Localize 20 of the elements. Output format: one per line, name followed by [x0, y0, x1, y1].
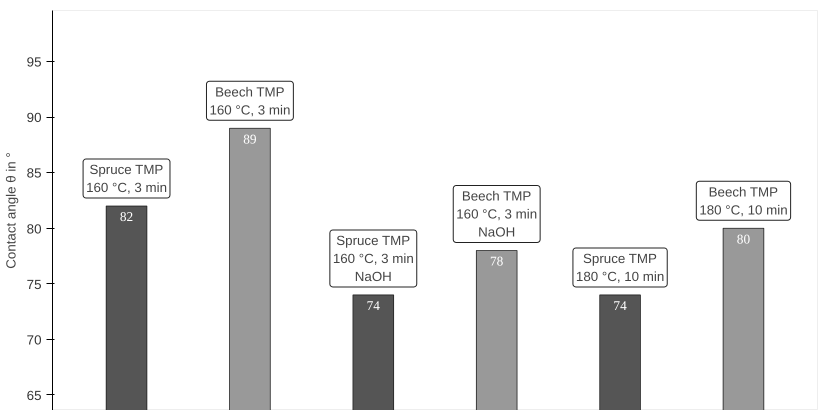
y-tick-label: 65 — [26, 388, 42, 403]
y-tick-label: 75 — [26, 276, 42, 292]
y-tick-label: 95 — [26, 54, 42, 70]
data-label: 89 — [243, 131, 257, 146]
data-label: 78 — [490, 254, 504, 268]
data-label: 82 — [120, 209, 134, 224]
data-label: 74 — [366, 298, 380, 313]
annotation: Beech TMP 160 °C, 3 min NaOH — [456, 188, 538, 240]
annotation: Spruce TMP 160 °C, 3 min NaOH — [332, 232, 414, 284]
y-axis-title: Contact angle θ in ° — [4, 152, 19, 269]
data-label: 74 — [613, 298, 628, 313]
y-tick-label: 90 — [26, 110, 42, 126]
y-tick-label: 80 — [26, 221, 42, 236]
annotation: Beech TMP 160 °C, 3 min — [209, 84, 290, 118]
annotation: Beech TMP 180 °C, 10 min — [699, 184, 788, 218]
data-label: 80 — [736, 231, 750, 246]
y-tick-label: 70 — [26, 332, 42, 348]
annotation: Spruce TMP 160 °C, 3 min — [86, 162, 167, 196]
y-tick-label: 85 — [26, 166, 42, 181]
annotation: Spruce TMP 180 °C, 10 min — [576, 250, 664, 284]
